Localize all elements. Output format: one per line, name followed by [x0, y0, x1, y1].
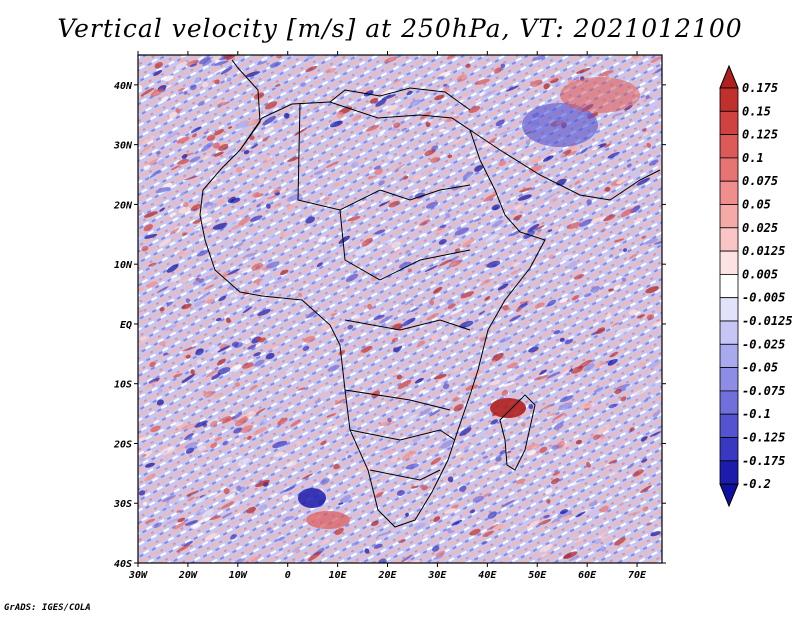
colorbar-swatch: [719, 180, 739, 205]
colorbar-swatch: [719, 460, 739, 485]
colorbar-swatch: [719, 110, 739, 136]
colorbar-label: 0.125: [742, 128, 778, 142]
x-tick-label: 70E: [628, 570, 647, 581]
y-tick-label: 40N: [114, 81, 133, 92]
y-tick-label: 30N: [113, 141, 133, 152]
colorbar-label: -0.0125: [742, 314, 793, 328]
colorbar-label: 0.025: [742, 221, 778, 235]
y-tick-label: 40S: [114, 559, 132, 570]
y-tick-label: 10S: [114, 380, 132, 391]
x-tick-label: 10W: [229, 570, 248, 581]
colorbar-swatch: [719, 320, 739, 345]
colorbar-label: -0.025: [742, 337, 785, 351]
colorbar-label: 0.175: [742, 81, 778, 95]
colorbar-label: -0.175: [742, 454, 785, 468]
colorbar-label: 0.05: [742, 198, 771, 212]
colorbar-swatch: [719, 134, 739, 159]
colorbar-label: -0.05: [742, 361, 778, 375]
colorbar-swatch: [719, 367, 739, 392]
colorbar-swatch: [719, 250, 739, 275]
colorbar-cap-bottom: [719, 483, 739, 508]
colorbar-label: -0.2: [742, 477, 771, 491]
x-tick-label: 0: [285, 570, 291, 581]
colorbar-label: 0.15: [742, 104, 771, 118]
credit-text: GrADS: IGES/COLA: [4, 603, 91, 613]
colorbar-swatch: [719, 390, 739, 415]
colorbar-label: 0.1: [742, 151, 764, 165]
x-axis: 30W 20W 10W 0 10E 20E 30E 40E 50E 60E 70E: [128, 51, 647, 581]
colorbar-swatch: [719, 343, 739, 368]
colorbar-swatch: [719, 437, 739, 462]
colorbar-label: -0.075: [742, 384, 785, 398]
y-tick-label: EQ: [120, 320, 132, 331]
coastlines: [199, 59, 661, 528]
colorbar-label: -0.125: [742, 431, 785, 445]
colorbar-swatch: [719, 273, 739, 299]
colorbar-swatch: [719, 227, 739, 252]
colorbar-label: -0.1: [742, 407, 771, 421]
colorbar-swatch: [719, 87, 739, 112]
x-tick-label: 30W: [128, 570, 148, 581]
x-tick-label: 20E: [377, 570, 397, 581]
colorbar-label: 0.075: [742, 174, 778, 188]
y-tick-label: 20S: [113, 439, 132, 450]
velocity-field: [138, 55, 662, 563]
colorbar-label: 0.005: [742, 267, 778, 281]
x-tick-label: 60E: [578, 570, 597, 581]
chart-title: Vertical velocity [m/s] at 250hPa, VT: 2…: [57, 14, 743, 43]
x-tick-label: 50E: [528, 570, 547, 581]
colorbar-swatch: [719, 157, 739, 182]
colorbar-label: 0.0125: [742, 244, 785, 258]
colorbar-label: -0.005: [742, 291, 785, 305]
x-tick-label: 20W: [178, 570, 198, 581]
y-axis: 40S 30S 20S 10S EQ 10N 20N 30N 40N: [113, 81, 666, 570]
colorbar-swatch: [719, 413, 739, 438]
x-tick-label: 10E: [329, 570, 348, 581]
y-tick-label: 10N: [114, 260, 133, 271]
x-tick-label: 30E: [427, 570, 447, 581]
map-frame: [137, 54, 663, 564]
y-tick-label: 30S: [113, 499, 132, 510]
colorbar-swatch: [719, 204, 739, 229]
colorbar: 0.175 0.15 0.125 0.1 0.075 0.05 0.025 0.0125 0.0…: [719, 64, 793, 508]
colorbar-swatch: [719, 297, 739, 322]
x-tick-label: 40E: [478, 570, 497, 581]
colorbar-cap-top: [719, 64, 739, 89]
y-tick-label: 20N: [113, 200, 133, 211]
